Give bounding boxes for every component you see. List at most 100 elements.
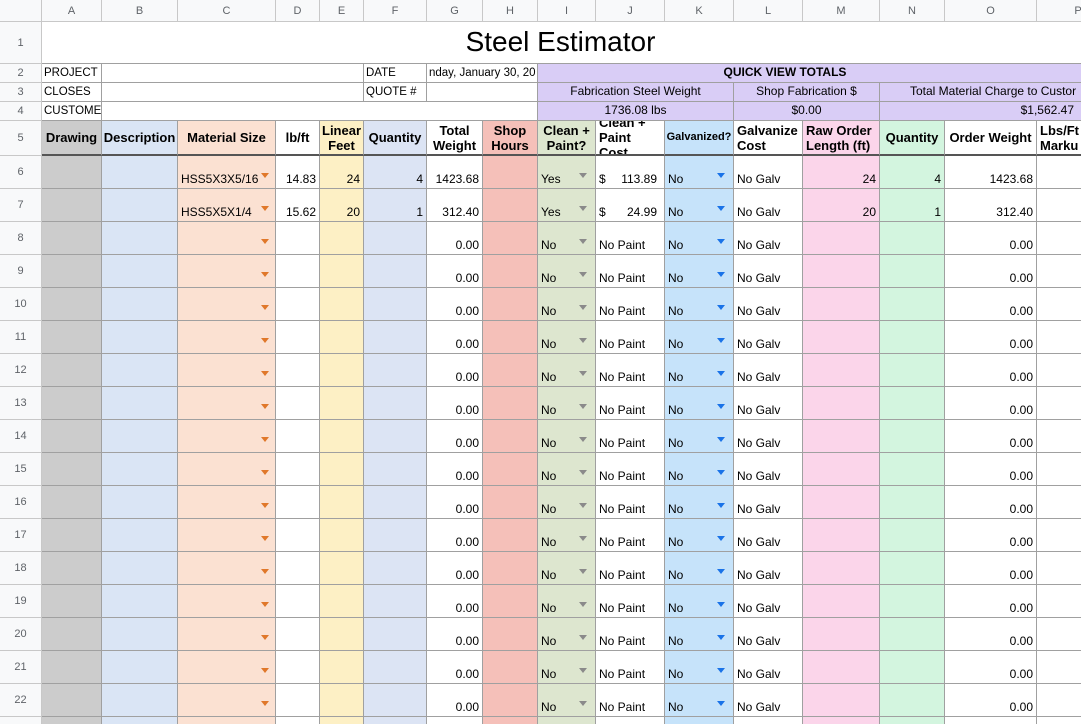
column-letter: N	[908, 4, 916, 17]
quick-view-label: Fabrication Steel Weight	[570, 84, 701, 98]
cell: 0.00	[427, 222, 483, 255]
cell: 0.00	[427, 486, 483, 519]
cell-value: 1	[934, 205, 941, 219]
cell-value: No	[668, 238, 684, 252]
cell-value: HSS5X3X5/16	[181, 172, 259, 186]
quick-view-label: Total Material Charge to Custor	[910, 84, 1077, 98]
row-header: 13	[0, 387, 42, 420]
dropdown-arrow	[717, 602, 725, 607]
cell-value: No Galv	[737, 601, 781, 615]
row-header: 19	[0, 585, 42, 618]
cell-value: 0.00	[455, 271, 479, 285]
cell-value: 0.00	[455, 502, 479, 516]
cell	[803, 453, 880, 486]
cell	[364, 321, 427, 354]
cell: No	[538, 255, 596, 288]
cell	[1037, 255, 1081, 288]
row-header: 15	[0, 453, 42, 486]
cell: 0.00	[427, 354, 483, 387]
cell	[178, 684, 276, 717]
cell	[364, 222, 427, 255]
cell	[364, 552, 427, 585]
cell	[276, 321, 320, 354]
row-header: 11	[0, 321, 42, 354]
cell-value: 24.99	[626, 205, 657, 219]
cell: No	[538, 387, 596, 420]
cell	[276, 420, 320, 453]
row-number: 16	[14, 496, 27, 508]
cell	[880, 453, 945, 486]
cell-value: No Galv	[737, 403, 781, 417]
cell: No	[665, 255, 734, 288]
cell	[320, 585, 364, 618]
row-number: 15	[14, 463, 27, 475]
cell	[178, 585, 276, 618]
cell-value: 0.00	[1009, 238, 1033, 252]
cell	[803, 354, 880, 387]
column-title: lb/ft	[276, 121, 320, 156]
cell	[102, 420, 178, 453]
cell	[1037, 519, 1081, 552]
cell	[945, 717, 1037, 724]
cell: No Paint	[596, 321, 665, 354]
cell: 0.00	[427, 585, 483, 618]
cell-value: 0.00	[1009, 337, 1033, 351]
cell: No Galv	[734, 453, 803, 486]
currency-symbol: $	[599, 172, 606, 186]
info-label: QUOTE #	[364, 83, 427, 102]
cell	[483, 222, 538, 255]
cell: No	[538, 519, 596, 552]
cell	[178, 651, 276, 684]
column-title: Clean + Paint Cost	[596, 121, 665, 156]
cell	[178, 321, 276, 354]
cell	[276, 552, 320, 585]
cell	[102, 387, 178, 420]
cell-value: 0.00	[455, 238, 479, 252]
dropdown-arrow	[579, 701, 587, 706]
cell: No Paint	[596, 387, 665, 420]
cell	[803, 420, 880, 453]
cell: No	[538, 651, 596, 684]
row-number: 14	[14, 430, 27, 442]
row-number: 20	[14, 628, 27, 640]
cell	[102, 585, 178, 618]
cell-value: 1423.68	[435, 172, 479, 186]
column-title: Order Weight	[949, 130, 1032, 145]
cell	[1037, 222, 1081, 255]
info-input	[427, 83, 538, 102]
cell-value: Yes	[541, 205, 561, 219]
cell-value: 0.00	[455, 337, 479, 351]
cell	[42, 585, 102, 618]
cell: No Paint	[596, 585, 665, 618]
quick-view-value: $1,562.47	[880, 102, 1081, 121]
dropdown-arrow	[717, 503, 725, 508]
cell	[102, 717, 178, 724]
cell	[880, 222, 945, 255]
row-number: 22	[14, 694, 27, 706]
row-header: 22	[0, 684, 42, 717]
cell: No Paint	[596, 222, 665, 255]
row-header: 10	[0, 288, 42, 321]
cell-value: Yes	[541, 172, 561, 186]
cell: No Galv	[734, 486, 803, 519]
cell: No	[538, 486, 596, 519]
dropdown-arrow	[261, 173, 269, 178]
cell: No Galv	[734, 420, 803, 453]
cell	[42, 189, 102, 222]
cell-value: No	[668, 370, 684, 384]
column-title: Description	[103, 130, 176, 145]
cell: 4	[880, 156, 945, 189]
cell: 20	[320, 189, 364, 222]
cell: 0.00	[945, 255, 1037, 288]
info-input	[102, 64, 364, 83]
cell: 0.00	[945, 519, 1037, 552]
info-input	[102, 83, 364, 102]
cell	[42, 684, 102, 717]
cell	[320, 717, 364, 724]
cell	[178, 717, 276, 724]
cell-value: No Paint	[599, 436, 646, 450]
row-header	[0, 717, 42, 724]
cell	[364, 420, 427, 453]
cell-value: No	[668, 700, 684, 714]
column-letter: G	[450, 4, 459, 17]
